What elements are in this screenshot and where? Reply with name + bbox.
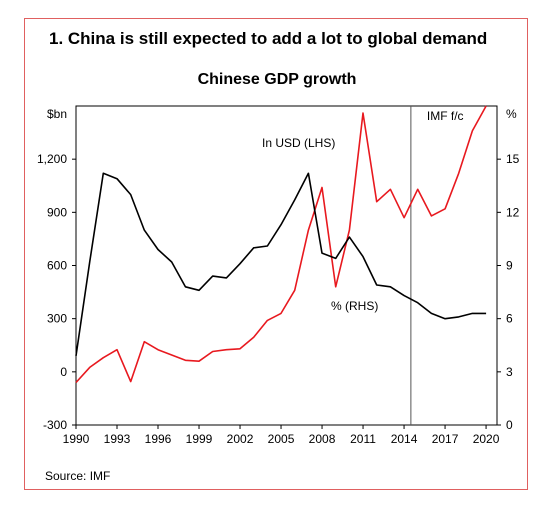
y-right-tick-label: 12 bbox=[506, 205, 520, 219]
y-right-tick-label: 6 bbox=[506, 312, 513, 326]
x-tick-label: 1999 bbox=[186, 432, 213, 446]
x-tick-label: 2008 bbox=[309, 432, 336, 446]
source-note: Source: IMF bbox=[45, 469, 111, 483]
y-left-tick-label: 0 bbox=[60, 365, 67, 379]
chart-title: Chinese GDP growth bbox=[197, 71, 357, 88]
y-left-tick-label: 600 bbox=[47, 259, 67, 273]
x-tick-label: 2014 bbox=[391, 432, 418, 446]
y-left-tick-label: 300 bbox=[47, 312, 67, 326]
series-label-pct: % (RHS) bbox=[331, 299, 378, 313]
x-tick-label: 2002 bbox=[227, 432, 254, 446]
y-right-tick-label: 9 bbox=[506, 259, 513, 273]
y-left-tick-label: 1,200 bbox=[37, 152, 67, 166]
x-tick-label: 2005 bbox=[268, 432, 295, 446]
series-line-pct bbox=[75, 172, 487, 357]
x-tick-label: 1996 bbox=[145, 432, 172, 446]
plot-area bbox=[75, 105, 498, 426]
y-left-tick-label: 900 bbox=[47, 205, 67, 219]
page-heading: 1. China is still expected to add a lot … bbox=[49, 29, 488, 48]
forecast-label: IMF f/c bbox=[427, 109, 464, 123]
series-line-usd bbox=[75, 105, 487, 384]
x-tick-label: 2017 bbox=[432, 432, 459, 446]
series-label-usd: In USD (LHS) bbox=[262, 136, 335, 150]
x-tick-label: 1990 bbox=[63, 432, 90, 446]
y-right-tick-label: 3 bbox=[506, 365, 513, 379]
y-left-unit: $bn bbox=[47, 107, 67, 121]
x-tick-label: 1993 bbox=[104, 432, 131, 446]
y-right-tick-label: 0 bbox=[506, 418, 513, 432]
y-right-tick-label: 15 bbox=[506, 152, 520, 166]
x-tick-label: 2020 bbox=[473, 432, 500, 446]
y-left-tick-label: -300 bbox=[43, 418, 67, 432]
y-right-unit: % bbox=[506, 107, 517, 121]
x-tick-label: 2011 bbox=[350, 432, 376, 446]
chart-frame: 1. China is still expected to add a lot … bbox=[24, 18, 528, 490]
